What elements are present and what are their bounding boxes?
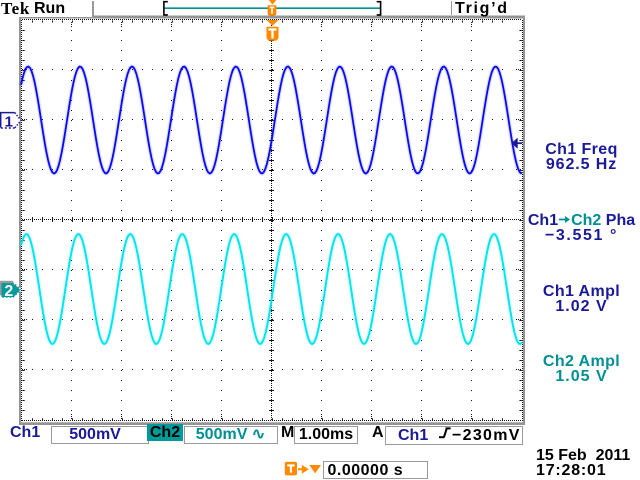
svg-text:2: 2 (4, 283, 13, 300)
svg-text:1: 1 (5, 113, 13, 130)
